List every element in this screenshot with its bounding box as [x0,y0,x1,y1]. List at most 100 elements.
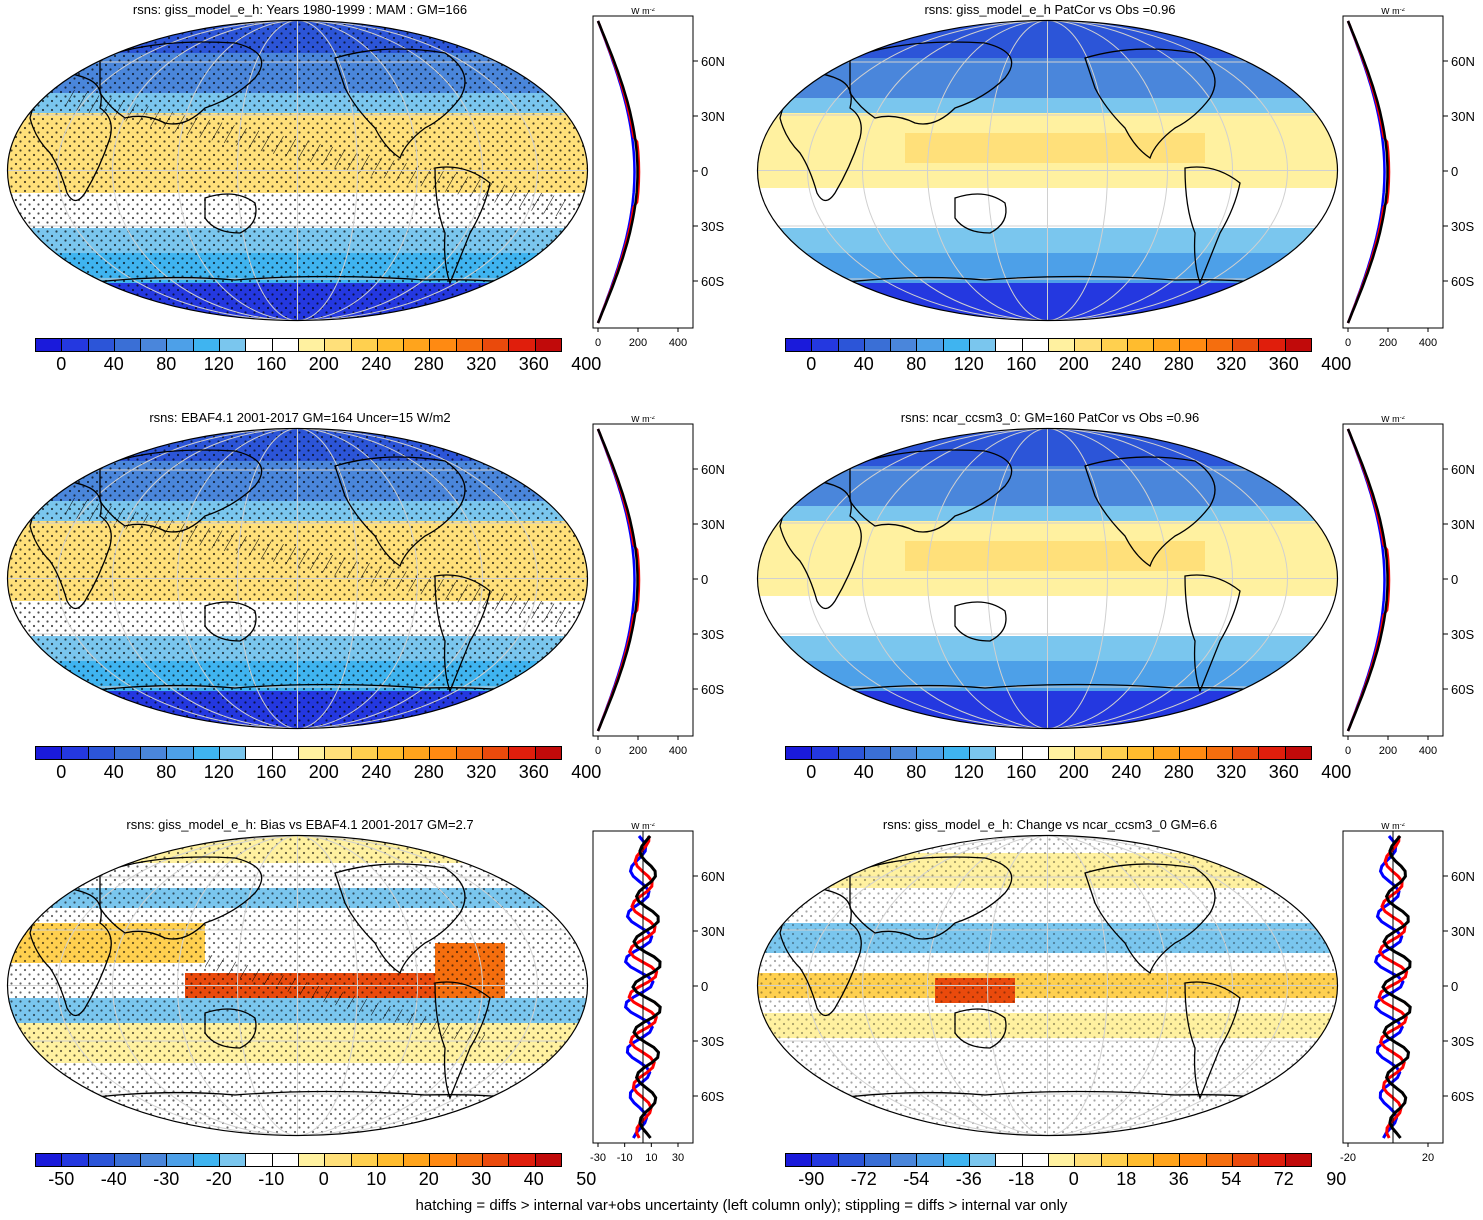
colorbar-swatch [891,339,918,351]
colorbar-swatch [943,1154,971,1166]
colorbar-swatch [1101,747,1128,759]
colorbar-label: 0 [806,354,817,374]
x-tick-label: 0 [1345,745,1351,757]
colorbar-label: 80 [156,762,177,782]
colorbar-swatch [917,339,944,351]
colorbar-swatch [483,339,510,351]
robinson-map [755,833,1340,1138]
colorbar-label: 200 [1058,762,1089,782]
colorbar-swatch [1206,339,1234,351]
colorbar-swatch [1075,1154,1102,1166]
profile-line [596,20,641,324]
colorbar-label: 200 [308,354,339,374]
colorbar-swatch [535,339,561,351]
x-tick-label: 200 [629,745,647,757]
lat-label: 60S [1451,682,1474,697]
colorbar-label: -20 [205,1169,232,1189]
lat-label: 30S [1451,219,1474,234]
lat-label: 30S [701,627,724,642]
colorbar-label: 40 [853,354,874,374]
profile-line [596,428,641,732]
profile-line [1346,20,1391,324]
lat-label: 60N [1451,869,1475,884]
colorbar-labels: 0 40 80 120 160 200 240 280 320 360 400 [35,354,601,376]
colorbar-swatch [1285,747,1311,759]
lat-label: 0 [701,979,708,994]
robinson-map [755,18,1340,323]
colorbar-label: 400 [571,354,602,374]
colorbar-swatch [430,1154,457,1166]
colorbar-swatch [114,747,142,759]
colorbar-swatch [812,747,839,759]
profile-unit: W m-2 [631,823,655,831]
colorbar-swatch [88,339,115,351]
colorbar-labels: 0 40 80 120 160 200 240 280 320 360 400 [785,354,1351,376]
panel-model-patcor: rsns: giss_model_e_h PatCor vs Obs =0.96… [750,0,1483,405]
robinson-map [755,426,1340,731]
x-tick-label: 30 [672,1152,684,1164]
colorbar-label: 200 [308,762,339,782]
colorbar-swatch [786,1154,813,1166]
colorbar-label: 0 [56,354,67,374]
colorbar-swatch [970,747,997,759]
colorbar-swatch [377,339,405,351]
colorbar-labels: 0 40 80 120 160 200 240 280 320 360 400 [785,762,1351,784]
colorbar-swatch [351,747,378,759]
lat-label: 60N [701,54,725,69]
colorbar-label: 40 [103,354,124,374]
colorbar-swatch [838,747,865,759]
colorbar-swatch [1101,339,1128,351]
lat-label: 0 [701,164,708,179]
colorbar-label: -72 [850,1169,877,1189]
x-tick-label: -20 [1340,1152,1356,1164]
colorbar-label: 30 [471,1169,492,1189]
colorbar-swatch [141,747,168,759]
lat-label: 60S [1451,1089,1474,1104]
colorbar-swatch [996,747,1023,759]
colorbar-swatch [483,747,510,759]
colorbar-swatch [404,339,431,351]
colorbar-swatch [1233,339,1260,351]
colorbar-swatch [404,1154,431,1166]
colorbar-swatch [298,747,326,759]
colorbar-swatch [1206,1154,1234,1166]
colorbar [785,746,1312,760]
profile-line [1346,428,1391,732]
colorbar-swatch [509,339,536,351]
colorbar-label: 120 [953,762,984,782]
profile-unit: W m-2 [1381,823,1405,831]
colorbar-label: 280 [413,762,444,782]
colorbar-swatch [272,747,299,759]
profile-line [1377,836,1409,1139]
colorbar-label: 80 [906,354,927,374]
x-tick-label: 200 [1379,337,1397,349]
colorbar-label: 36 [1168,1169,1189,1189]
panel-title: rsns: giss_model_e_h: Years 1980-1999 : … [132,2,468,17]
colorbar [785,1153,1312,1167]
x-tick-label: 400 [1419,337,1437,349]
colorbar-swatch [351,339,378,351]
colorbar-swatch [1127,747,1155,759]
lat-label: 30N [701,517,725,532]
lat-label: 60S [1451,274,1474,289]
colorbar-swatch [1233,1154,1260,1166]
colorbar-swatch [36,1154,63,1166]
colorbar-swatch [220,747,247,759]
colorbar-swatch [1233,747,1260,759]
colorbar-swatch [1180,1154,1207,1166]
colorbar-swatch [325,1154,352,1166]
profile-line [596,428,639,732]
colorbar-swatch [167,747,194,759]
colorbar-swatch [509,1154,536,1166]
panel-change: rsns: giss_model_e_h: Change vs ncar_ccs… [750,815,1483,1220]
colorbar-label: 40 [103,762,124,782]
colorbar-label: 80 [156,354,177,374]
colorbar [785,338,1312,352]
colorbar-swatch [1154,1154,1181,1166]
panel-comparison-model: rsns: ncar_ccsm3_0: GM=160 PatCor vs Obs… [750,408,1483,813]
lat-label: 30S [1451,1034,1474,1049]
profile-line [596,20,639,324]
colorbar-swatch [812,339,839,351]
lat-label: 60N [701,462,725,477]
colorbar-swatch [272,339,299,351]
